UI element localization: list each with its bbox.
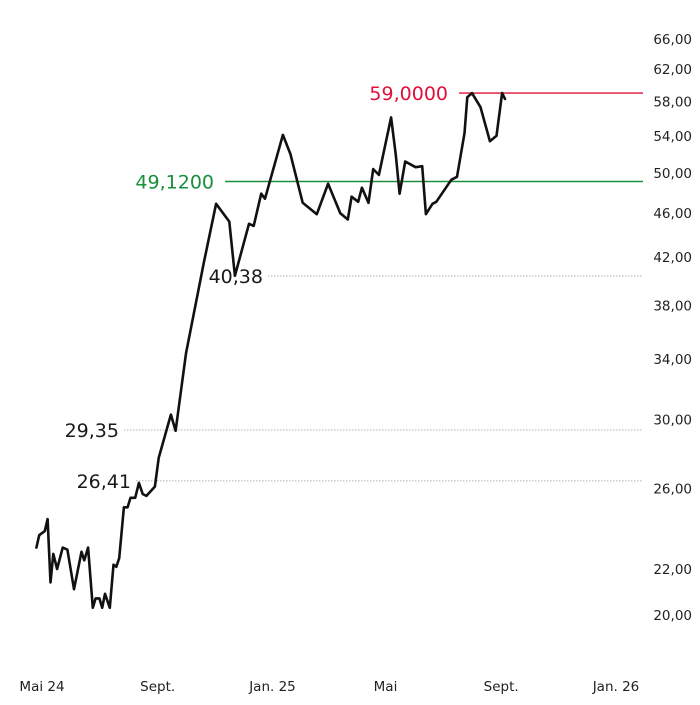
highlight-line-label: 59,0000	[369, 83, 448, 105]
x-tick-label: Jan. 26	[592, 679, 640, 695]
y-tick-label: 20,00	[653, 608, 692, 624]
series-line	[35, 91, 507, 610]
y-tick-label: 38,00	[653, 298, 692, 314]
reference-line-label: 26,41	[77, 471, 131, 493]
y-tick-label: 22,00	[653, 562, 692, 578]
x-tick-label: Sept.	[484, 679, 519, 695]
reference-line-label: 40,38	[209, 266, 263, 288]
x-tick-label: Jan. 25	[248, 679, 296, 695]
y-tick-label: 34,00	[653, 352, 692, 368]
reference-line-label: 29,35	[65, 420, 119, 442]
highlight-line-label: 49,1200	[135, 172, 214, 194]
y-tick-label: 26,00	[653, 481, 692, 497]
y-tick-label: 50,00	[653, 166, 692, 182]
x-tick-label: Mai 24	[19, 679, 64, 695]
y-tick-label: 30,00	[653, 412, 692, 428]
y-tick-label: 54,00	[653, 129, 692, 145]
y-tick-label: 62,00	[653, 62, 692, 78]
y-tick-label: 46,00	[653, 206, 692, 222]
y-tick-label: 42,00	[653, 250, 692, 266]
y-tick-label: 66,00	[653, 32, 692, 48]
x-tick-label: Sept.	[140, 679, 175, 695]
y-tick-label: 58,00	[653, 94, 692, 110]
x-tick-label: Mai	[374, 679, 398, 695]
